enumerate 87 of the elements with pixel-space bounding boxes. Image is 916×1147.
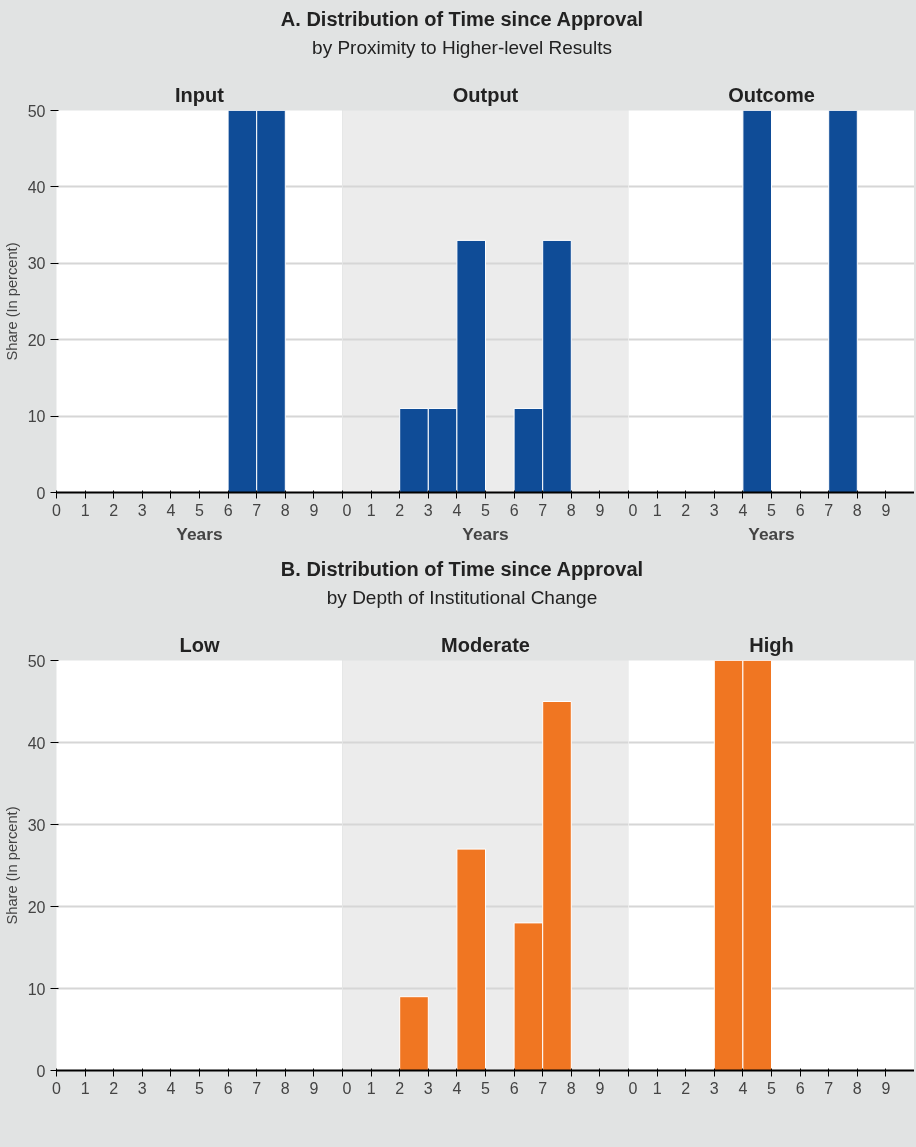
y-tick-label: 0 (36, 484, 46, 502)
y-tick-label: 0 (36, 1062, 46, 1080)
x-tick-label: 3 (423, 501, 433, 519)
y-tick-label: 50 (27, 102, 46, 120)
x-tick-label: 0 (628, 1079, 638, 1097)
x-tick-label: 0 (342, 501, 352, 519)
x-tick-label: 3 (137, 1079, 147, 1097)
x-tick-label: 1 (652, 501, 662, 519)
x-tick-label: 7 (538, 1079, 548, 1097)
x-tick-label: 5 (481, 501, 491, 519)
y-tick-label: 50 (27, 652, 46, 670)
x-tick-label: 5 (195, 1079, 205, 1097)
x-tick-label: 1 (366, 1079, 376, 1097)
x-tick-label: 1 (80, 1079, 90, 1097)
x-tick-label: 8 (280, 1079, 290, 1097)
x-tick-label: 8 (566, 1079, 576, 1097)
y-tick-label: 40 (27, 178, 46, 196)
x-tick-label: 9 (881, 1079, 891, 1097)
text: A. Distribution of Time since Approval (279, 7, 645, 32)
y-tick-label: 20 (27, 898, 46, 916)
x-tick-label: 5 (195, 501, 205, 519)
text: by Depth of Institutional Change (325, 585, 599, 610)
x-axis-title: Years (462, 523, 509, 544)
x-axis-title: Years (176, 523, 223, 544)
chart-title: Output (452, 83, 519, 106)
x-tick-label: 6 (509, 1079, 519, 1097)
x-tick-label: 9 (595, 501, 605, 519)
x-tick-label: 4 (452, 501, 462, 519)
y-tick-label: 20 (27, 331, 46, 349)
x-tick-label: 0 (342, 1079, 352, 1097)
x-tick-label: 3 (137, 501, 147, 519)
x-tick-label: 2 (395, 1079, 405, 1097)
x-tick-label: 5 (767, 501, 777, 519)
y-axis-title: Share (In percent) (3, 806, 20, 925)
y-tick-label: 30 (27, 255, 46, 273)
x-tick-label: 9 (881, 501, 891, 519)
chart-title: Input (175, 83, 225, 106)
x-tick-label: 4 (738, 501, 748, 519)
chart-title: Outcome (728, 83, 815, 106)
x-tick-label: 6 (795, 1079, 805, 1097)
x-tick-label: 2 (681, 1079, 691, 1097)
x-tick-label: 6 (509, 501, 519, 519)
x-tick-label: 5 (767, 1079, 777, 1097)
y-tick-label: 10 (27, 408, 46, 426)
x-tick-label: 4 (166, 1079, 176, 1097)
text: by Proximity to Higher-level Results (311, 35, 613, 60)
x-tick-label: 2 (681, 501, 691, 519)
y-axis-title: Share (In percent) (3, 242, 20, 361)
x-tick-label: 1 (366, 501, 376, 519)
x-tick-label: 7 (252, 501, 262, 519)
y-tick-label: 10 (27, 980, 46, 998)
x-tick-label: 1 (652, 1079, 662, 1097)
x-tick-label: 7 (252, 1079, 262, 1097)
x-tick-label: 5 (481, 1079, 491, 1097)
x-tick-label: 7 (538, 501, 548, 519)
x-tick-label: 7 (824, 1079, 834, 1097)
x-tick-label: 3 (709, 501, 719, 519)
chart-title: Moderate (441, 633, 530, 656)
chart-title: Low (179, 633, 220, 656)
x-tick-label: 6 (223, 501, 233, 519)
x-tick-label: 2 (109, 1079, 119, 1097)
x-tick-label: 8 (566, 501, 576, 519)
x-tick-label: 0 (52, 1079, 62, 1097)
x-tick-label: 8 (852, 501, 862, 519)
x-tick-label: 2 (109, 501, 119, 519)
x-tick-label: 8 (852, 1079, 862, 1097)
x-tick-label: 3 (709, 1079, 719, 1097)
x-tick-label: 0 (52, 501, 62, 519)
x-tick-label: 1 (80, 501, 90, 519)
y-tick-label: 30 (27, 816, 46, 834)
text: B. Distribution of Time since Approval (279, 557, 645, 582)
x-tick-label: 8 (280, 501, 290, 519)
x-tick-label: 6 (223, 1079, 233, 1097)
x-tick-label: 4 (452, 1079, 462, 1097)
x-tick-label: 4 (738, 1079, 748, 1097)
y-tick-label: 40 (27, 734, 46, 752)
chart-title: High (749, 633, 794, 656)
x-tick-label: 7 (824, 501, 834, 519)
x-tick-label: 6 (795, 501, 805, 519)
x-tick-label: 2 (395, 501, 405, 519)
x-tick-label: 9 (309, 1079, 319, 1097)
x-tick-label: 9 (595, 1079, 605, 1097)
x-tick-label: 3 (423, 1079, 433, 1097)
x-tick-label: 4 (166, 501, 176, 519)
x-tick-label: 0 (628, 501, 638, 519)
x-axis-title: Years (748, 523, 795, 544)
x-tick-label: 9 (309, 501, 319, 519)
